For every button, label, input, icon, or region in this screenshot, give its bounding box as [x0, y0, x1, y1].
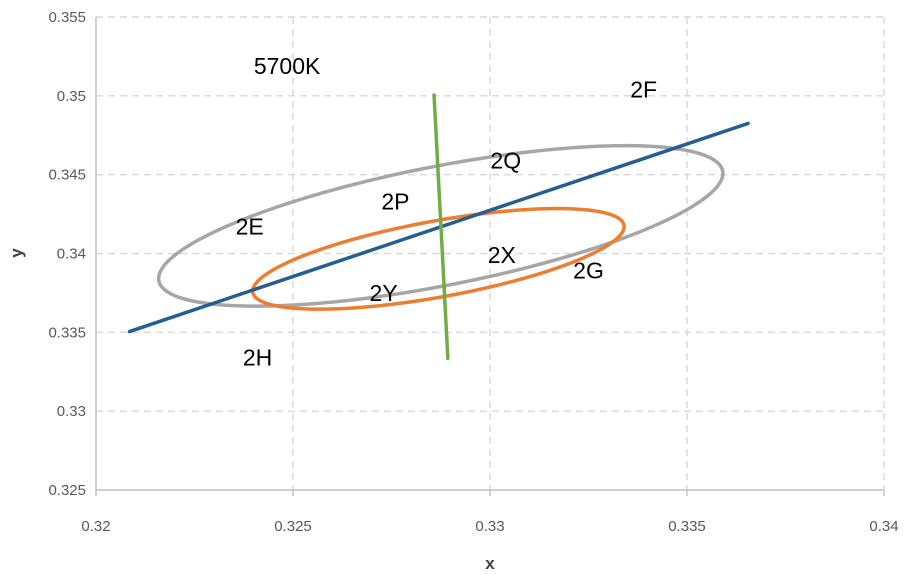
x-tick-label: 0.33: [475, 518, 504, 535]
y-tick-label: 0.335: [48, 324, 86, 341]
grid-layer: [96, 16, 885, 490]
label-layer: 5700K 2F 2Q 2P 2E 2X 2G 2Y 2H: [236, 53, 657, 371]
axis-layer: 0.325 0.33 0.335 0.34 0.345 0.35 0.355 0.32 0.32…: [48, 9, 898, 535]
region-label-2q: 2Q: [490, 147, 521, 173]
region-label-2p: 2P: [381, 188, 409, 214]
x-tick-label: 0.34: [869, 518, 898, 535]
y-tick-label: 0.35: [57, 88, 86, 105]
inner-ellipse: [250, 206, 626, 311]
y-tick-label: 0.355: [48, 9, 86, 26]
x-tick-label: 0.32: [81, 518, 110, 535]
x-tick-label: 0.325: [274, 518, 312, 535]
region-label-2y: 2Y: [370, 280, 398, 306]
y-tick-label: 0.34: [57, 246, 86, 263]
region-label-2h: 2H: [243, 344, 272, 370]
outer-ellipse: [156, 143, 725, 308]
y-tick-label: 0.33: [57, 403, 86, 420]
shape-layer: [127, 93, 750, 361]
y-tick-label: 0.325: [48, 482, 86, 499]
cct-line: [432, 93, 450, 361]
y-tick-label: 0.345: [48, 167, 86, 184]
region-label-5700k: 5700K: [254, 53, 321, 79]
region-label-2e: 2E: [236, 214, 264, 240]
x-axis-title: x: [485, 554, 495, 573]
region-label-2f: 2F: [630, 76, 657, 102]
region-label-2x: 2X: [488, 242, 516, 268]
blackbody-line: [127, 121, 750, 334]
region-label-2g: 2G: [573, 258, 604, 284]
x-tick-label: 0.335: [668, 518, 706, 535]
y-axis-title: y: [7, 248, 26, 258]
